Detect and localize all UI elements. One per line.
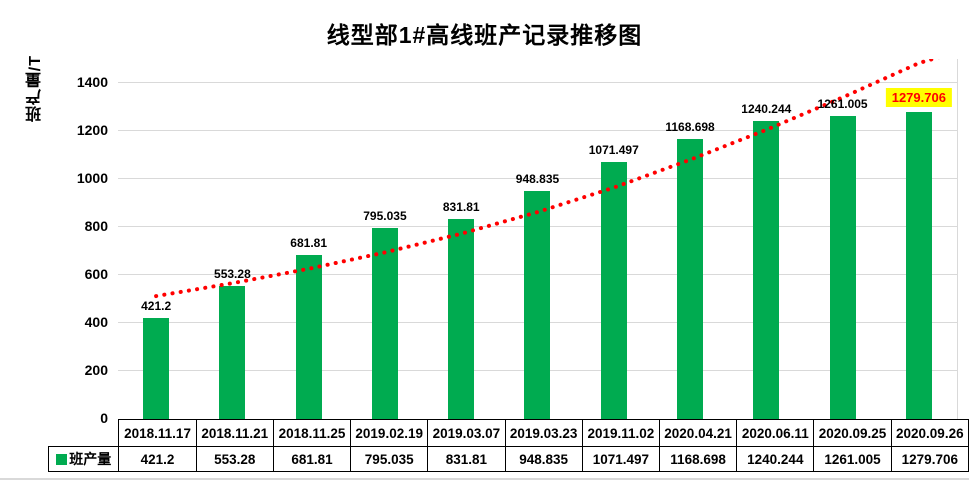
gridline <box>118 178 957 179</box>
table-corner-spacer <box>49 420 119 447</box>
bar-column: 421.2 <box>118 59 194 419</box>
gridline <box>118 130 957 131</box>
date-header-cell: 2019.03.07 <box>427 419 506 447</box>
bar[interactable] <box>143 317 170 419</box>
date-header-cell: 2018.11.25 <box>272 419 352 447</box>
date-header-cell: 2020.06.11 <box>736 419 815 447</box>
value-cell: 1240.244 <box>736 446 815 472</box>
bar-column: 1168.698 <box>652 59 728 419</box>
gridline <box>118 82 957 83</box>
bar-value-label: 553.28 <box>214 267 251 282</box>
bar[interactable] <box>829 116 856 419</box>
value-cell: 795.035 <box>350 446 429 472</box>
bar-value-label: 1261.005 <box>817 97 868 112</box>
date-header-cell: 2019.03.23 <box>504 419 583 447</box>
bar[interactable] <box>905 111 932 419</box>
value-cell: 421.2 <box>118 446 197 472</box>
date-header-cell: 2020.09.25 <box>813 419 892 447</box>
bar-column: 1279.706 <box>881 59 957 419</box>
bar[interactable] <box>524 191 551 419</box>
y-axis-tick-label: 800 <box>84 218 108 234</box>
value-cell: 1071.497 <box>581 446 660 472</box>
bar-value-label: 1240.244 <box>741 102 792 117</box>
bar-value-label: 1071.497 <box>588 142 639 157</box>
legend-cell: 班产量 <box>47 446 120 472</box>
legend-swatch-icon <box>56 453 68 465</box>
bar-value-label: 795.035 <box>363 209 407 224</box>
bar-value-label: 1168.698 <box>665 119 715 134</box>
y-axis-tick-label: 600 <box>84 266 108 282</box>
date-header-cell: 2019.02.19 <box>350 419 429 447</box>
value-cell: 681.81 <box>272 446 352 472</box>
data-table: 2018.11.17 2018.11.21 2018.11.25 2019.02.19… <box>47 419 969 472</box>
value-cell: 948.835 <box>504 446 583 472</box>
trendline-dotted[interactable] <box>154 59 957 299</box>
date-header-cell: 2020.09.26 <box>890 419 969 447</box>
y-axis-tick-label: 1200 <box>76 122 108 138</box>
bar[interactable] <box>448 219 475 419</box>
bar-column: 681.81 <box>271 59 347 419</box>
bar-column: 831.81 <box>423 59 499 419</box>
y-axis-tick-label: 200 <box>84 362 108 378</box>
chart-title: 线型部1#高线班产记录推移图 <box>326 22 643 48</box>
date-header-cell: 2018.11.17 <box>118 419 197 447</box>
y-axis-tick-label: 1000 <box>76 170 108 186</box>
plot-area: 421.2 553.28 681.81 795.035 831.81 948.835 107… <box>118 59 958 419</box>
bar[interactable] <box>677 138 704 419</box>
bar[interactable] <box>600 161 627 419</box>
y-axis-tick-label: 400 <box>84 314 108 330</box>
bar-value-label: 948.835 <box>515 172 560 187</box>
date-header-cell: 2018.11.21 <box>195 419 274 447</box>
y-axis-tick-label: 0 <box>100 410 108 426</box>
bar[interactable] <box>753 121 780 419</box>
bar-column: 1240.244 <box>728 59 804 419</box>
value-cell: 1261.005 <box>813 446 892 472</box>
sheet-row-divider <box>0 478 969 480</box>
bar-value-label: 831.81 <box>442 200 480 215</box>
bar-column: 948.835 <box>499 59 575 419</box>
value-cell: 831.81 <box>427 446 506 472</box>
bar-value-label-highlight: 1279.706 <box>885 87 952 107</box>
legend-label: 班产量 <box>69 451 112 467</box>
value-cell: 1168.698 <box>658 446 738 472</box>
bar-value-label: 681.81 <box>290 236 328 251</box>
value-cell: 1279.706 <box>890 446 969 472</box>
bar-column: 553.28 <box>194 59 270 419</box>
bar-column: 795.035 <box>347 59 423 419</box>
value-cell: 553.28 <box>195 446 274 472</box>
y-axis-tick-label: 1400 <box>76 74 108 90</box>
bar[interactable] <box>295 255 322 419</box>
date-header-cell: 2020.04.21 <box>658 419 738 447</box>
bar-column: 1261.005 <box>804 59 880 419</box>
bar[interactable] <box>371 228 398 419</box>
bar[interactable] <box>219 286 246 419</box>
date-header-cell: 2019.11.02 <box>581 419 660 447</box>
bar-value-label: 421.2 <box>141 298 172 313</box>
bar-column: 1071.497 <box>576 59 652 419</box>
